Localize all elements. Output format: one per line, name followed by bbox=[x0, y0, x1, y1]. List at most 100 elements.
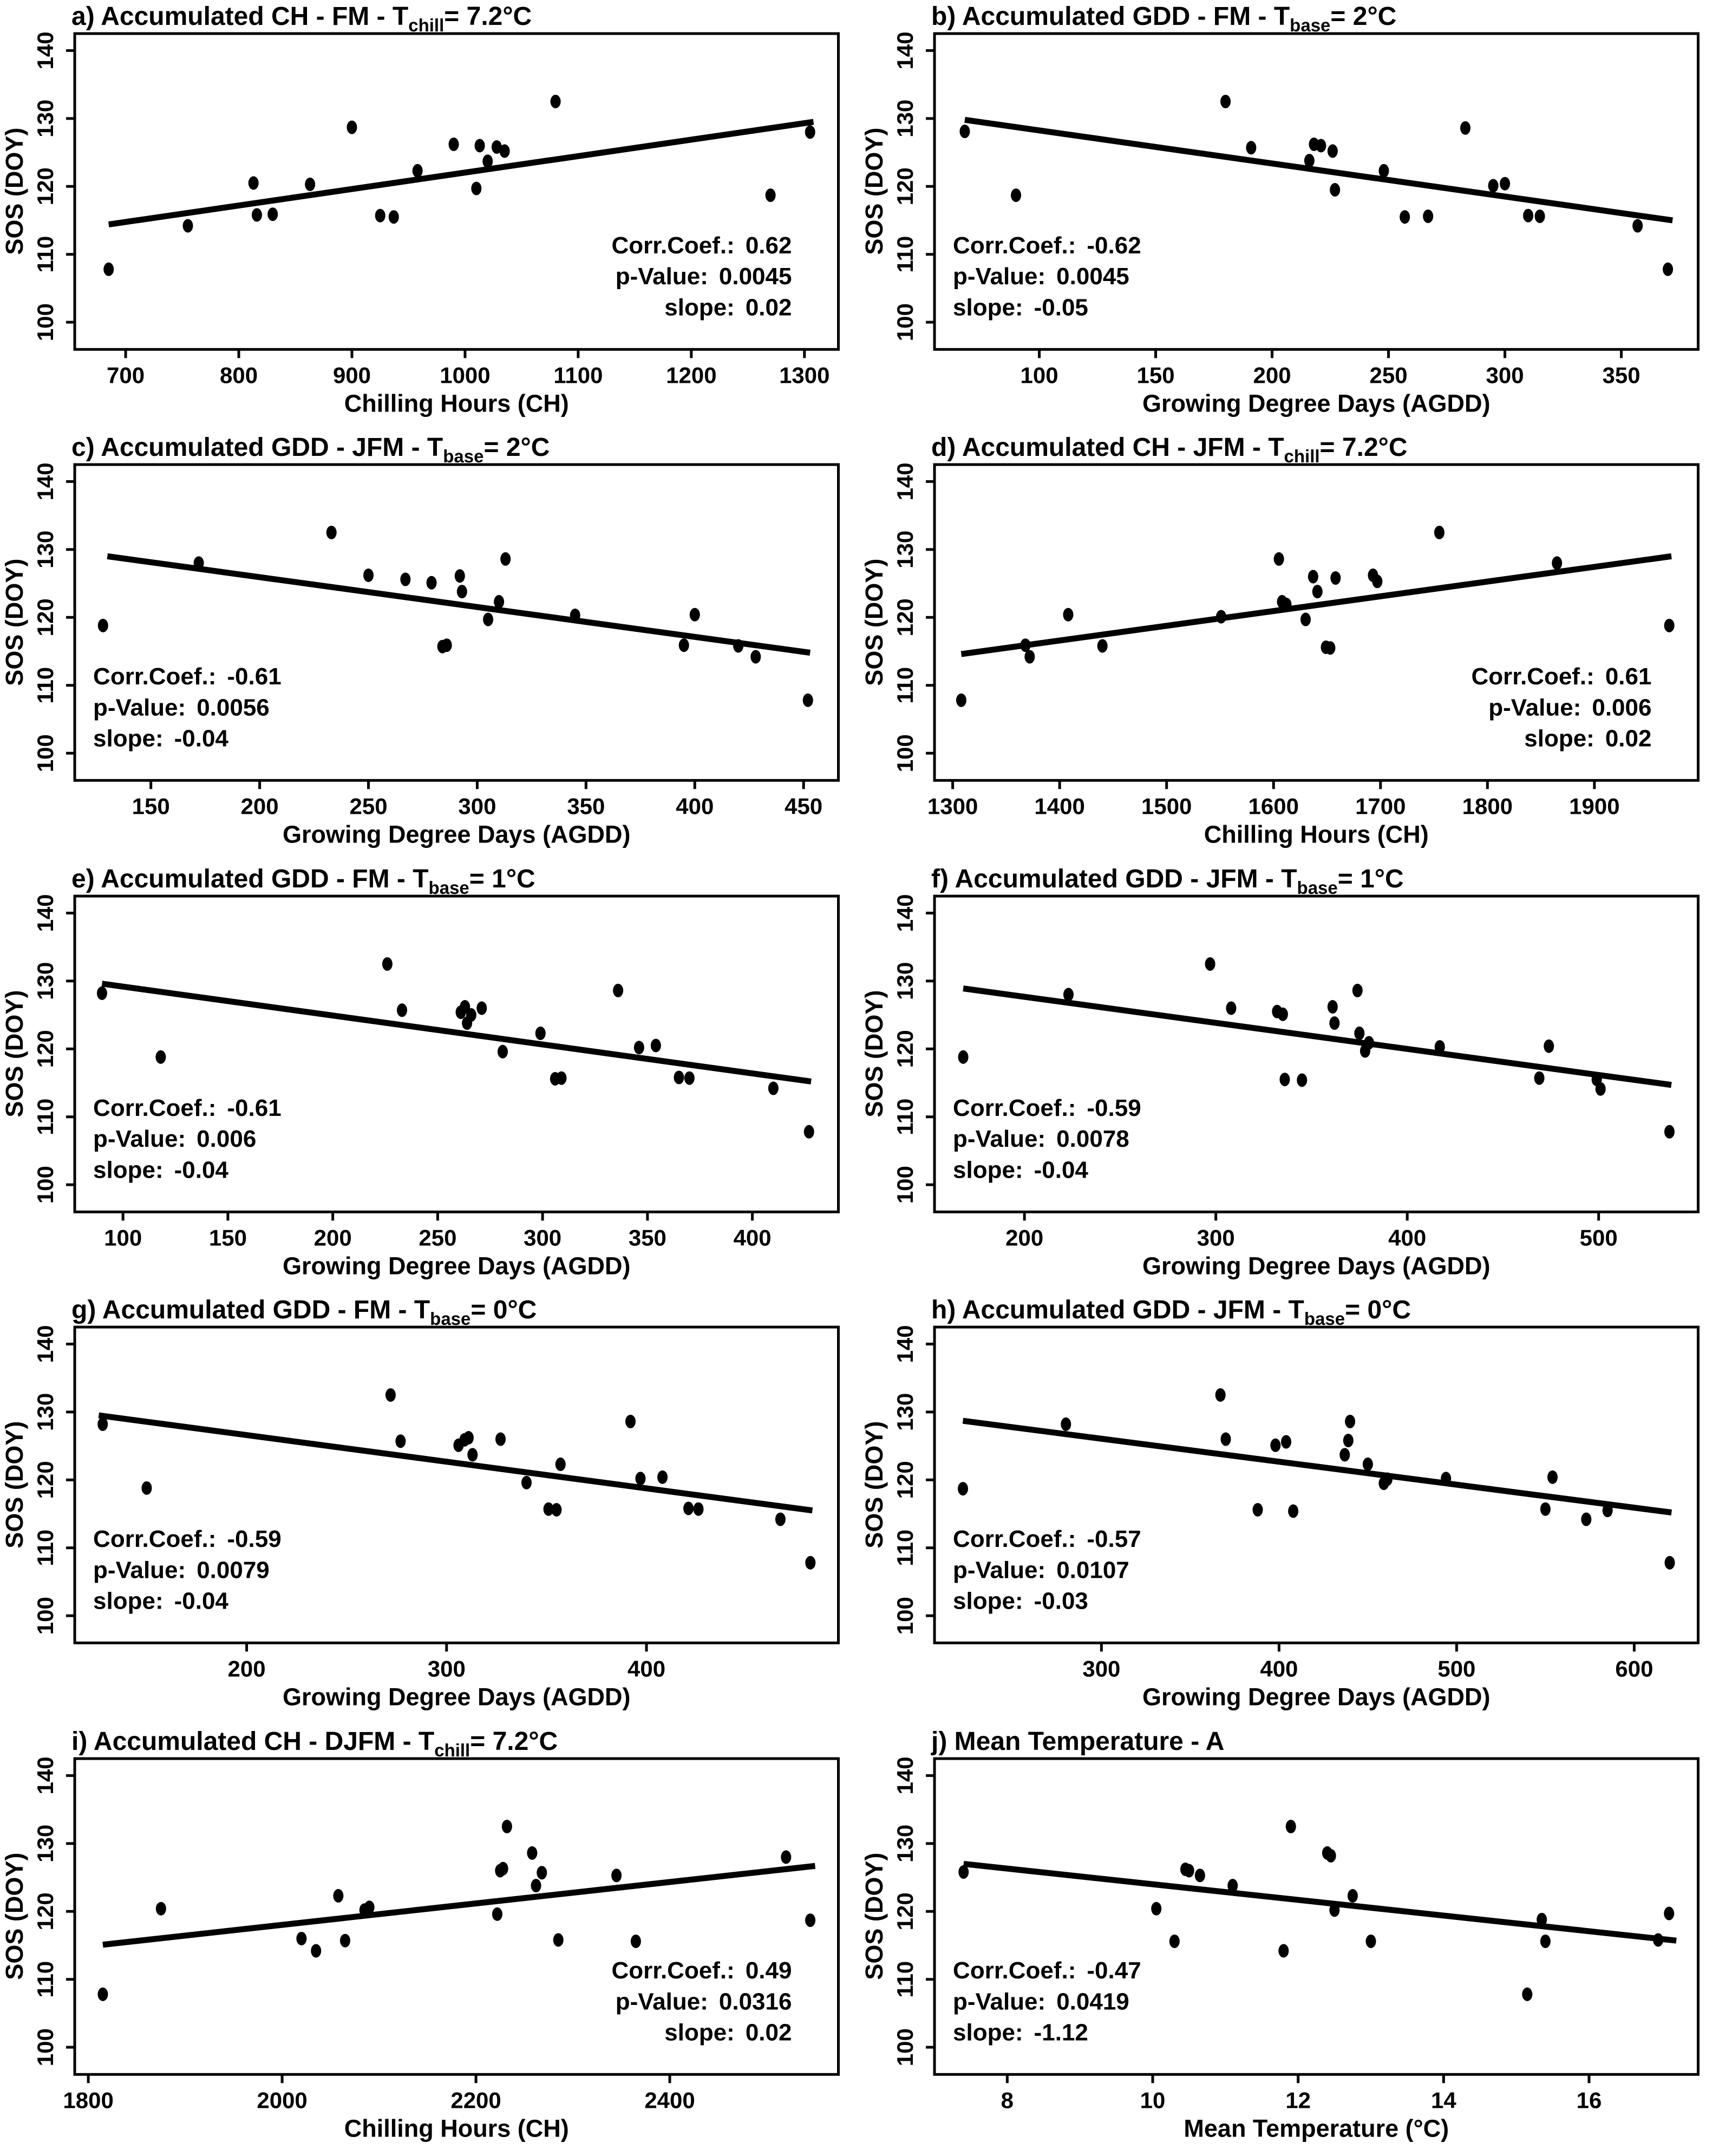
data-point bbox=[491, 140, 502, 154]
p-value-text: p-Value: 0.0079 bbox=[93, 1557, 270, 1583]
data-point bbox=[305, 177, 316, 192]
data-point bbox=[471, 181, 482, 195]
corr-coef-text: Corr.Coef.: -0.57 bbox=[953, 1526, 1141, 1552]
data-point bbox=[1324, 641, 1335, 655]
y-tick-label: 130 bbox=[892, 962, 918, 1000]
data-point bbox=[155, 1050, 166, 1064]
data-point bbox=[1270, 1438, 1280, 1452]
data-point bbox=[630, 1934, 641, 1948]
y-axis-label: SOS (DOY) bbox=[1, 990, 28, 1117]
x-tick-label: 350 bbox=[629, 1225, 666, 1250]
plot-area bbox=[933, 32, 1700, 351]
data-point bbox=[1215, 1388, 1226, 1402]
y-tick-label: 110 bbox=[32, 1099, 58, 1135]
corr-coef-text: Corr.Coef.: -0.61 bbox=[93, 1095, 282, 1121]
y-tick-label: 140 bbox=[32, 31, 58, 69]
data-point bbox=[1662, 262, 1673, 276]
data-point bbox=[1315, 139, 1326, 153]
data-point bbox=[333, 1889, 344, 1903]
data-point bbox=[426, 576, 437, 590]
corr-coef-text: Corr.Coef.: 0.49 bbox=[611, 1957, 792, 1984]
data-point bbox=[363, 569, 374, 583]
data-point bbox=[460, 999, 470, 1014]
x-axis-label: Growing Degree Days (AGDD) bbox=[283, 821, 631, 848]
data-point bbox=[1252, 1503, 1263, 1517]
p-value-text: p-Value: 0.0045 bbox=[616, 263, 792, 290]
plot-area bbox=[73, 1325, 840, 1645]
data-point bbox=[1325, 1848, 1336, 1863]
data-point bbox=[805, 1913, 816, 1927]
stats-annotation: Corr.Coef.: -0.61 p-Value: 0.006 slope: -0.… bbox=[93, 1095, 282, 1183]
panel-b: b) Accumulated GDD - FM - Tbase= 2°C 100… bbox=[860, 0, 1719, 431]
x-tick-label: 2000 bbox=[257, 2087, 307, 2113]
panel-e: e) Accumulated GDD - FM - Tbase= 1°C 100… bbox=[0, 863, 860, 1293]
regression-line bbox=[107, 553, 811, 656]
x-tick-label: 200 bbox=[241, 794, 279, 819]
slope-text: slope: -0.03 bbox=[953, 1587, 1088, 1614]
data-point bbox=[248, 176, 259, 190]
plot-area bbox=[73, 894, 840, 1213]
data-point bbox=[1521, 1987, 1532, 2001]
data-point bbox=[1499, 177, 1510, 191]
data-point bbox=[613, 983, 624, 997]
data-point bbox=[537, 1865, 547, 1879]
y-tick-label: 140 bbox=[892, 31, 918, 69]
data-points bbox=[957, 1388, 1675, 1570]
x-tick-label: 1100 bbox=[553, 362, 603, 388]
data-point bbox=[1010, 188, 1021, 202]
x-tick-label: 1600 bbox=[1248, 794, 1298, 819]
data-point bbox=[1664, 1125, 1675, 1139]
x-axis-label: Growing Degree Days (AGDD) bbox=[1142, 1683, 1490, 1711]
data-point bbox=[1300, 612, 1311, 626]
data-point bbox=[1278, 1944, 1289, 1958]
data-point bbox=[765, 188, 776, 202]
data-point bbox=[467, 1448, 478, 1462]
data-point bbox=[958, 1050, 969, 1064]
data-points bbox=[958, 1819, 1674, 2001]
x-tick-label: 250 bbox=[1369, 362, 1407, 388]
data-point bbox=[1280, 1435, 1291, 1449]
data-point bbox=[1422, 209, 1433, 223]
axis-ticks: 150 200 250 300 350 400 450 100 110 120 130 140 bbox=[32, 463, 822, 819]
data-point bbox=[555, 1458, 566, 1472]
data-point bbox=[1664, 1556, 1675, 1570]
scatter-chart-j: j) Mean Temperature - A 8 10 12 14 16 100 110 1… bbox=[860, 1727, 1700, 2142]
data-point bbox=[1632, 219, 1643, 233]
x-tick-label: 400 bbox=[1260, 1656, 1298, 1682]
data-point bbox=[448, 137, 459, 152]
data-point bbox=[463, 1431, 474, 1445]
data-points bbox=[959, 94, 1673, 276]
y-tick-label: 100 bbox=[32, 1597, 58, 1635]
x-tick-label: 1700 bbox=[1355, 794, 1406, 819]
data-point bbox=[1285, 1819, 1296, 1833]
data-point bbox=[1227, 1878, 1238, 1892]
x-tick-label: 200 bbox=[1253, 362, 1291, 388]
data-point bbox=[397, 1003, 408, 1017]
data-point bbox=[1663, 1906, 1674, 1920]
y-axis-label: SOS (DOY) bbox=[1, 1421, 28, 1549]
corr-coef-text: Corr.Coef.: -0.62 bbox=[953, 232, 1141, 259]
data-point bbox=[267, 207, 278, 221]
regression-line bbox=[964, 116, 1673, 224]
data-point bbox=[1327, 144, 1338, 158]
data-point bbox=[1534, 1071, 1545, 1085]
x-tick-label: 600 bbox=[1615, 1656, 1653, 1682]
x-tick-label: 800 bbox=[220, 362, 258, 388]
data-point bbox=[1664, 619, 1675, 633]
data-point bbox=[1296, 1073, 1307, 1087]
x-tick-label: 300 bbox=[1197, 1225, 1234, 1250]
data-point bbox=[689, 608, 700, 622]
p-value-text: p-Value: 0.0056 bbox=[93, 695, 270, 721]
data-point bbox=[483, 612, 494, 626]
data-point bbox=[1151, 1902, 1161, 1916]
y-tick-label: 110 bbox=[892, 1099, 918, 1135]
panel-g: g) Accumulated GDD - FM - Tbase= 0°C 200… bbox=[0, 1293, 860, 1724]
y-tick-label: 120 bbox=[892, 1461, 918, 1499]
data-point bbox=[347, 120, 357, 134]
stats-annotation: Corr.Coef.: 0.62 p-Value: 0.0045 slope: 0.0… bbox=[611, 232, 792, 321]
x-tick-label: 14 bbox=[1430, 2087, 1456, 2113]
y-axis-label: SOS (DOY) bbox=[860, 990, 888, 1117]
data-point bbox=[498, 1861, 508, 1876]
y-tick-label: 120 bbox=[892, 599, 918, 637]
x-tick-label: 1300 bbox=[927, 794, 977, 819]
